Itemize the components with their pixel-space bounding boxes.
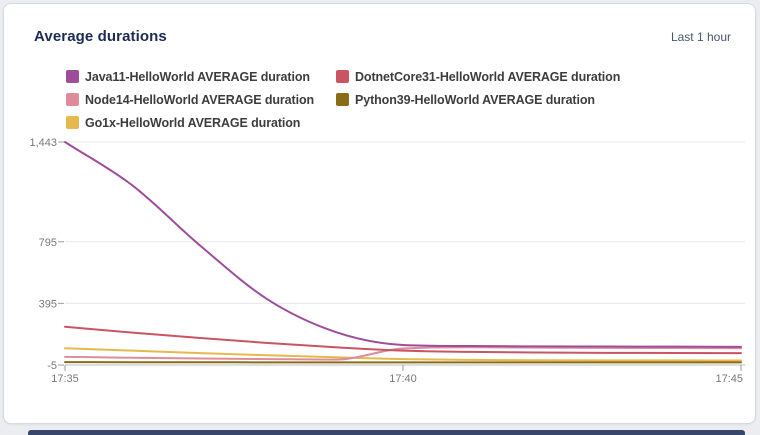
legend-label: Java11-HelloWorld AVERAGE duration (85, 69, 310, 84)
legend-swatch-java11 (66, 70, 79, 83)
legend-label: DotnetCore31-HelloWorld AVERAGE duration (355, 69, 621, 84)
chart-legend: Java11-HelloWorld AVERAGE duration Dotnet… (66, 67, 620, 132)
legend-item-java11[interactable]: Java11-HelloWorld AVERAGE duration (66, 67, 328, 86)
legend-swatch-node14 (66, 93, 79, 106)
time-range-label: Last 1 hour (670, 30, 731, 44)
card-header: Average durations Last 1 hour (4, 4, 755, 45)
legend-label: Node14-HelloWorld AVERAGE duration (85, 92, 315, 107)
legend-swatch-dotnetcore31 (336, 70, 349, 83)
legend-item-node14[interactable]: Node14-HelloWorld AVERAGE duration (66, 90, 328, 109)
legend-label: Python39-HelloWorld AVERAGE duration (355, 92, 595, 107)
average-durations-card: Average durations Last 1 hour Java11-Hel… (3, 3, 756, 424)
legend-item-dotnetcore31[interactable]: DotnetCore31-HelloWorld AVERAGE duration (336, 67, 620, 86)
legend-label: Go1x-HelloWorld AVERAGE duration (85, 115, 301, 130)
page-title: Average durations (34, 28, 167, 45)
partial-next-card-top (28, 430, 745, 435)
legend-swatch-python39 (336, 93, 349, 106)
legend-item-go1x[interactable]: Go1x-HelloWorld AVERAGE duration (66, 113, 328, 132)
legend-swatch-go1x (66, 116, 79, 129)
legend-item-python39[interactable]: Python39-HelloWorld AVERAGE duration (336, 90, 620, 109)
